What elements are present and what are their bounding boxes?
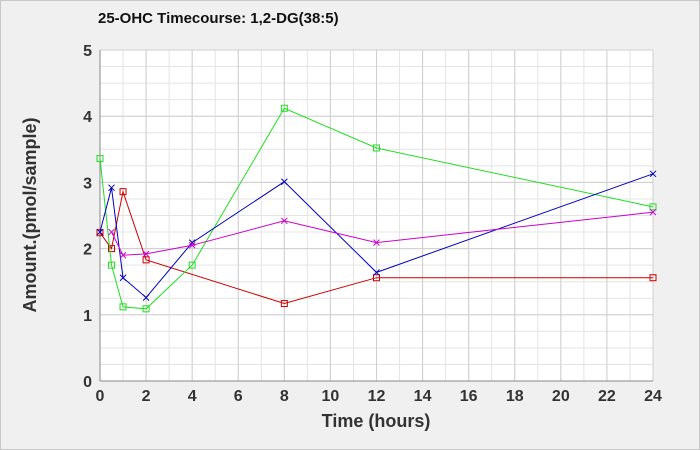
data-point	[96, 229, 104, 237]
data-point	[188, 241, 196, 249]
data-point	[188, 261, 196, 269]
series-line	[99, 189, 653, 305]
y-tick-label: 1	[83, 308, 92, 325]
x-tick-label: 4	[188, 388, 197, 405]
y-tick-label: 5	[83, 43, 92, 60]
data-point	[108, 245, 116, 253]
x-tick-label: 6	[234, 388, 243, 405]
y-tick-label: 2	[83, 242, 92, 259]
data-point	[142, 305, 150, 313]
data-point	[280, 104, 288, 112]
series-3	[96, 170, 657, 301]
chart-title: 25-OHC Timecourse: 1,2-DG(38:5)	[98, 10, 339, 27]
data-point	[373, 144, 380, 152]
x-tick-label: 24	[644, 388, 662, 405]
x-tick-label: 14	[414, 388, 432, 405]
data-point	[96, 228, 104, 236]
x-axis-label: Time (hours)	[322, 411, 431, 431]
x-tick-label: 10	[322, 388, 340, 405]
data-point	[119, 251, 127, 259]
data-point	[119, 274, 127, 282]
x-tick-label: 18	[506, 388, 524, 405]
data-point	[142, 294, 150, 301]
x-tick-label: 8	[280, 388, 289, 405]
data-point	[649, 170, 657, 178]
data-point	[373, 274, 380, 282]
x-tick-label: 20	[552, 388, 570, 405]
data-point	[119, 188, 127, 196]
x-tick-label: 2	[142, 388, 151, 405]
data-point	[96, 155, 104, 163]
y-tick-label: 0	[83, 374, 92, 391]
y-tick-label: 3	[83, 175, 92, 192]
x-tick-label: 12	[368, 388, 386, 405]
series-1	[96, 188, 657, 308]
data-point	[280, 178, 288, 186]
data-point	[280, 300, 288, 308]
y-axis-label: Amount.(pmol/sample)	[20, 117, 40, 312]
data-point	[649, 274, 657, 282]
data-point	[108, 228, 115, 236]
data-point	[142, 250, 150, 258]
series-line	[99, 107, 654, 310]
data-point	[119, 303, 127, 311]
data-point	[649, 203, 657, 211]
data-point	[108, 184, 115, 192]
series-layer	[96, 104, 657, 313]
x-tick-label: 16	[460, 388, 478, 405]
x-tick-label: 22	[598, 388, 616, 405]
data-point	[142, 256, 150, 264]
y-tick-label: 4	[83, 109, 92, 126]
grid-layer	[99, 49, 654, 382]
data-point	[649, 208, 657, 216]
series-4	[108, 208, 657, 259]
data-point	[373, 239, 380, 246]
data-point	[373, 269, 380, 276]
data-point	[108, 261, 116, 269]
series-2	[96, 104, 657, 313]
data-point	[280, 217, 288, 225]
series-line	[99, 173, 654, 299]
x-tick-label: 0	[96, 388, 105, 405]
